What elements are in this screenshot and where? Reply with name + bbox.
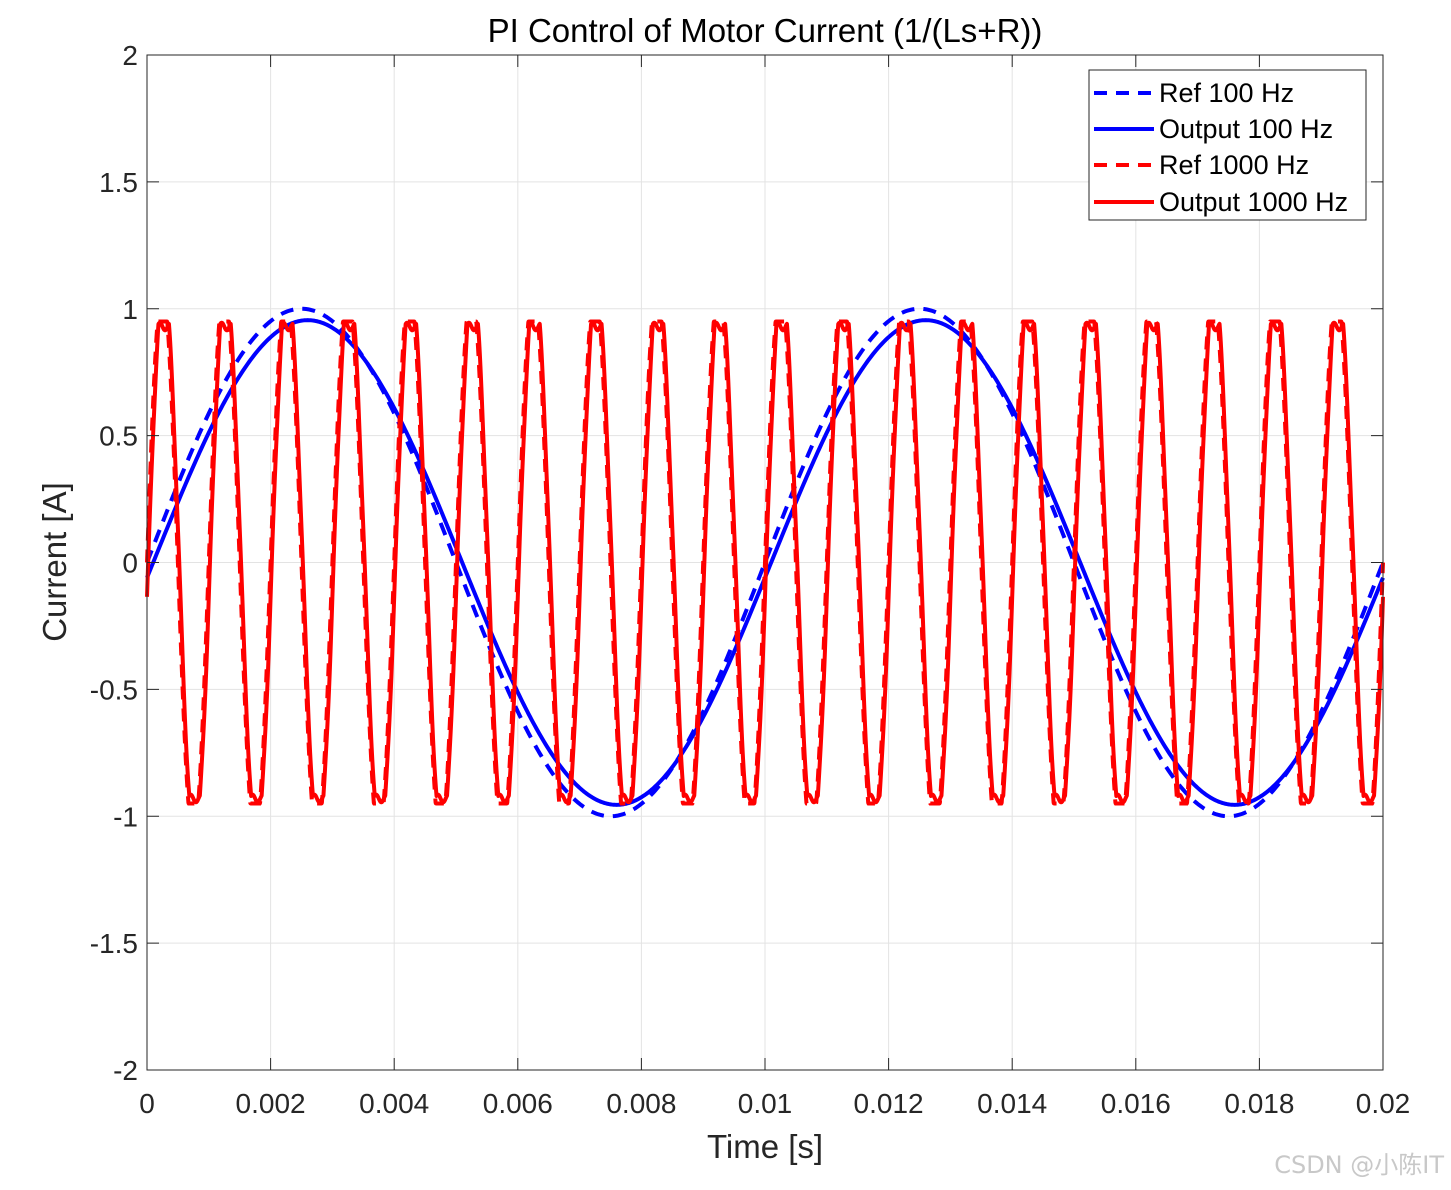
legend: Ref 100 Hz Output 100 Hz Ref 1000 Hz Out… xyxy=(1088,69,1367,221)
y-tick-label: -1 xyxy=(113,801,138,832)
x-axis-label: Time [s] xyxy=(707,1128,823,1165)
x-tick-label: 0.01 xyxy=(738,1088,793,1119)
y-tick-label: -1.5 xyxy=(90,928,138,959)
x-tick-label: 0.006 xyxy=(483,1088,553,1119)
legend-label-output-1000: Output 1000 Hz xyxy=(1159,187,1348,217)
y-tick-label: 0.5 xyxy=(99,421,138,452)
x-tick-label: 0.012 xyxy=(854,1088,924,1119)
series-line-output-1000-hz xyxy=(145,320,1385,805)
y-tick-label: 0 xyxy=(122,548,138,579)
y-tick-label: 1 xyxy=(122,294,138,325)
y-tick-label: 2 xyxy=(122,40,138,71)
legend-label-ref-100: Ref 100 Hz xyxy=(1159,78,1294,108)
y-tick-label: 1.5 xyxy=(99,167,138,198)
watermark: CSDN @小陈IT xyxy=(1274,1151,1444,1179)
ticks: 0 0.002 0.004 0.006 0.008 0.01 0.012 0.014 0.016… xyxy=(90,40,1411,1119)
series-group xyxy=(145,306,1385,819)
legend-box xyxy=(1088,69,1367,221)
x-tick-label: 0.008 xyxy=(606,1088,676,1119)
y-tick-label: -2 xyxy=(113,1055,138,1086)
x-tick-label: 0.016 xyxy=(1101,1088,1171,1119)
y-axis-label: Current [A] xyxy=(36,482,73,642)
x-tick-label: 0.004 xyxy=(359,1088,429,1119)
y-tick-label: -0.5 xyxy=(90,674,138,705)
chart-title: PI Control of Motor Current (1/(Ls+R)) xyxy=(488,12,1043,49)
legend-label-ref-1000: Ref 1000 Hz xyxy=(1159,150,1309,180)
x-tick-label: 0.014 xyxy=(977,1088,1047,1119)
x-tick-label: 0.002 xyxy=(236,1088,306,1119)
x-tick-label: 0.018 xyxy=(1224,1088,1294,1119)
x-tick-label: 0 xyxy=(139,1088,155,1119)
legend-label-output-100: Output 100 Hz xyxy=(1159,114,1333,144)
x-tick-label: 0.02 xyxy=(1356,1088,1411,1119)
